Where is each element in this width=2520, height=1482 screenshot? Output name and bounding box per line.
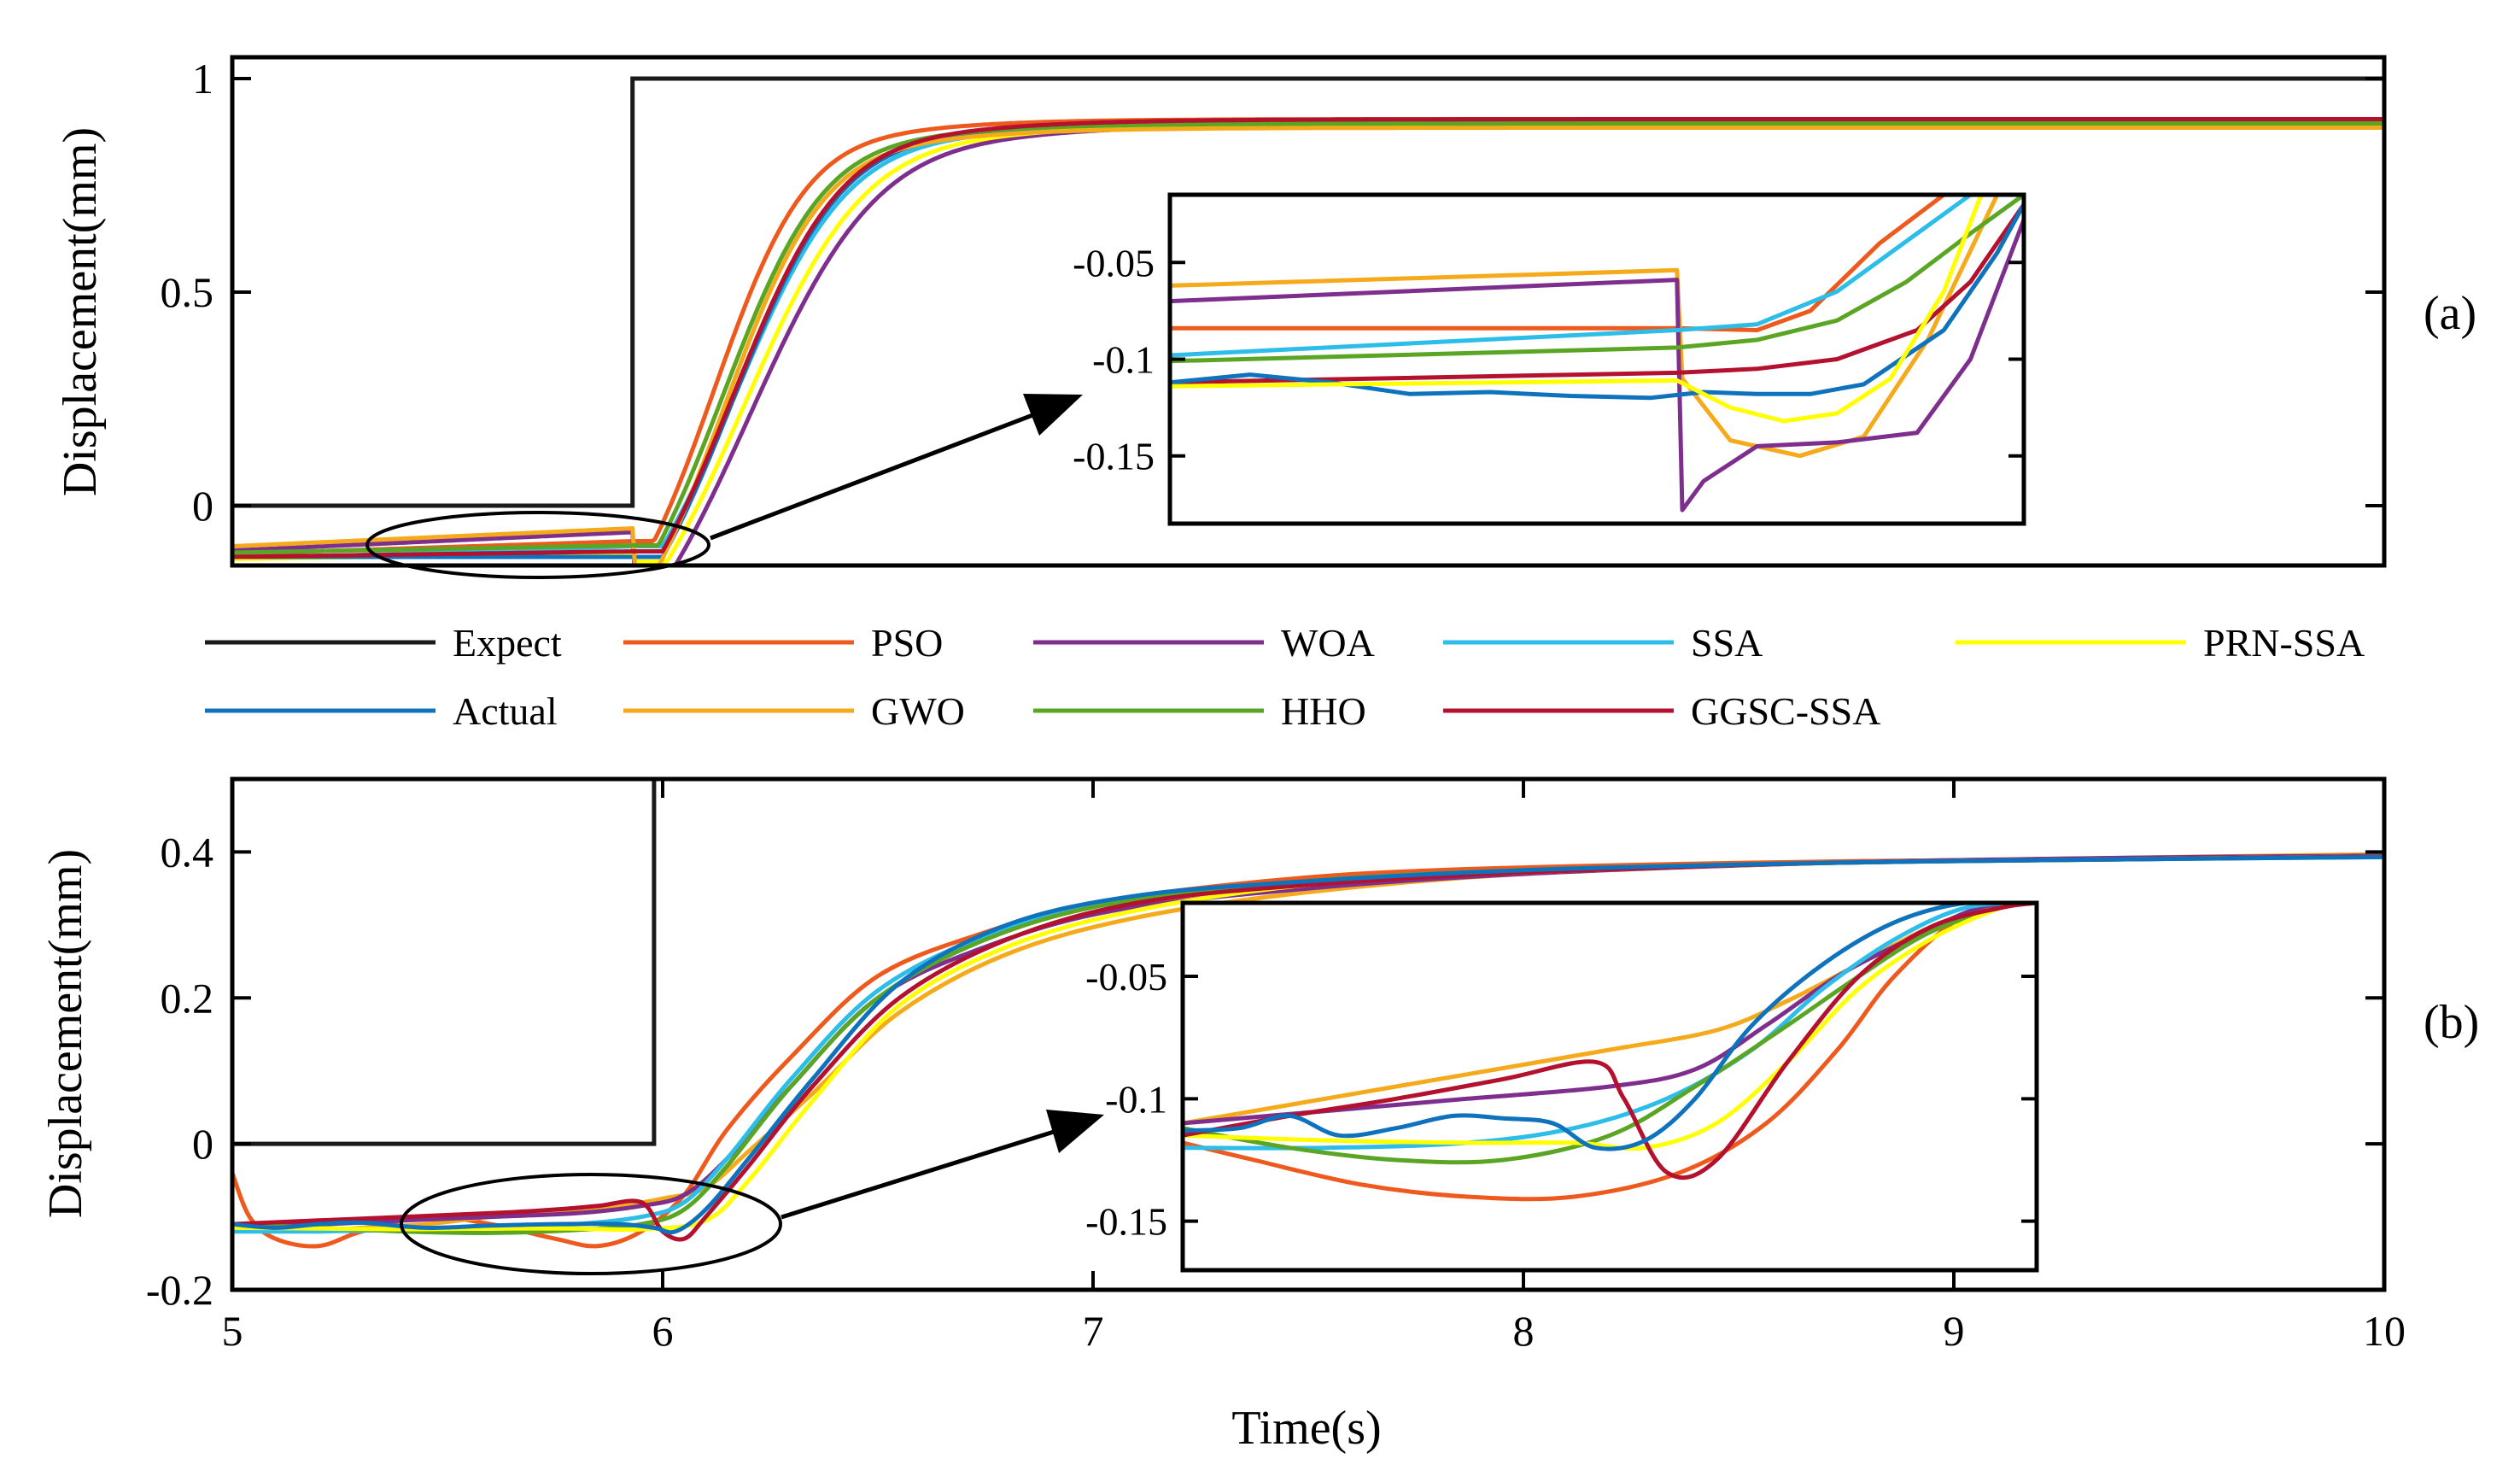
ytick-label-b: 0.2 [161,974,214,1022]
line-expect-a [232,76,2384,508]
legend-item-ggsc-ssa: GGSC-SSA [1443,689,1880,733]
legend-label-expect: Expect [453,621,562,665]
inset-frame-b [1180,900,2039,1273]
panel-a: 00.51 Displacement(mm) (a) -0.05-0.1-0.1… [54,55,2476,579]
series-expect-a [232,76,2384,508]
legend-item-woa: WOA [1033,621,1375,665]
line-expect-b [232,779,2384,1146]
xtick-label: 9 [1944,1307,1965,1355]
x-axis-label: Time(s) [1231,1402,1381,1455]
legend-item-hho: HHO [1033,689,1366,733]
inset-ytick-label-b: -0.05 [1085,955,1167,999]
inset-y-ticks-b: -0.05 -0.1 -0.15 [1085,955,2037,1244]
inset-line-ssa-b [1183,903,2037,1151]
line-ggsc-ssa-a [232,117,2384,559]
legend-label-ssa: SSA [1691,621,1763,665]
x-ticks-b: 5 6 7 8 9 10 [222,779,2406,1355]
inset-lines-a [1170,195,2024,513]
y-ticks-b: -0.2 0 0.2 0.4 [146,828,2384,1314]
series-expect-b [232,779,2384,1146]
legend-item-prn-ssa: PRN-SSA [1956,621,2365,665]
zoom-arrow-a [710,407,1047,541]
inset-ytick-label-a: -0.1 [1092,338,1155,382]
inset-ytick-label-a: -0.05 [1073,241,1155,284]
zoom-ellipse-b [400,1173,782,1275]
legend-label-pso: PSO [871,621,943,665]
ytick-label-b: 0 [192,1120,213,1168]
legend-item-expect: Expect [205,621,562,665]
zoom-arrow-b [781,1125,1068,1220]
panel-label-a: (a) [2424,287,2476,340]
inset-line-ggsc-ssa-a [1170,202,2024,385]
inset-ytick-label-a: -0.15 [1073,435,1155,478]
panel-label-b: (b) [2424,996,2479,1049]
inset-line-prn-ssa-b [1183,903,2037,1151]
inset-y-ticks-a: -0.05 -0.1 -0.15 [1073,241,2024,478]
panel-b: -0.2 0 0.2 0.4 5 6 7 8 9 10 Displacement(mm) Tim… [39,776,2479,1455]
y-axis-label-b: Displacement(mm) [39,849,92,1218]
zoom-arrowhead-a [1023,394,1083,436]
inset-line-pso-a [1170,195,1945,332]
axes-frame-a [230,55,2387,568]
inset-line-woa-a [1170,219,2024,513]
ytick-label-b: -0.2 [146,1266,213,1314]
inset-line-ggsc-ssa-b [1183,903,2037,1180]
legend-item-pso: PSO [623,621,943,665]
xtick-label: 5 [222,1307,243,1355]
inset-line-prn-ssa-a [1170,195,1984,424]
legend-label-ggsc-ssa: GGSC-SSA [1691,689,1880,733]
line-hho-a [232,121,2384,555]
xtick-label: 6 [652,1307,674,1355]
series-lines-b [232,852,2384,1249]
legend-item-gwo: GWO [623,689,965,733]
inset-lines-b [1183,903,2037,1202]
line-actual-b [232,854,2384,1235]
ytick-label-a: 0 [192,482,213,530]
inset-line-hho-b [1183,903,2037,1165]
zoom-arrowhead-b [1046,1110,1104,1153]
y-ticks-a: 00.51 [161,55,2384,530]
legend-label-woa: WOA [1281,621,1375,665]
inset-line-ssa-a [1170,195,1972,358]
inset-ytick-label-b: -0.15 [1085,1200,1167,1244]
legend-label-hho: HHO [1281,689,1366,733]
ytick-label-a: 0.5 [161,268,214,316]
inset-line-actual-b [1183,903,2037,1151]
inset-line-hho-a [1170,195,2024,364]
series-lines-a [232,117,2384,565]
xtick-label: 8 [1513,1307,1535,1355]
zoom-ellipse-a [365,511,710,579]
legend-label-gwo: GWO [871,689,965,733]
ytick-label-a: 1 [192,55,213,103]
legend: Expect PSO WOA SSA PRN-SSA Actual GWO HHO GGSC-S… [205,621,2365,733]
y-axis-label-a: Displacement(mm) [54,127,107,496]
axes-frame-b [230,776,2387,1292]
ytick-label-b: 0.4 [161,828,214,876]
legend-label-actual: Actual [453,689,558,733]
legend-label-prn-ssa: PRN-SSA [2203,621,2365,665]
legend-item-actual: Actual [205,689,558,733]
xtick-label: 10 [2363,1307,2406,1355]
inset-ytick-label-b: -0.1 [1105,1077,1167,1121]
xtick-label: 7 [1083,1307,1104,1355]
legend-item-ssa: SSA [1443,621,1763,665]
